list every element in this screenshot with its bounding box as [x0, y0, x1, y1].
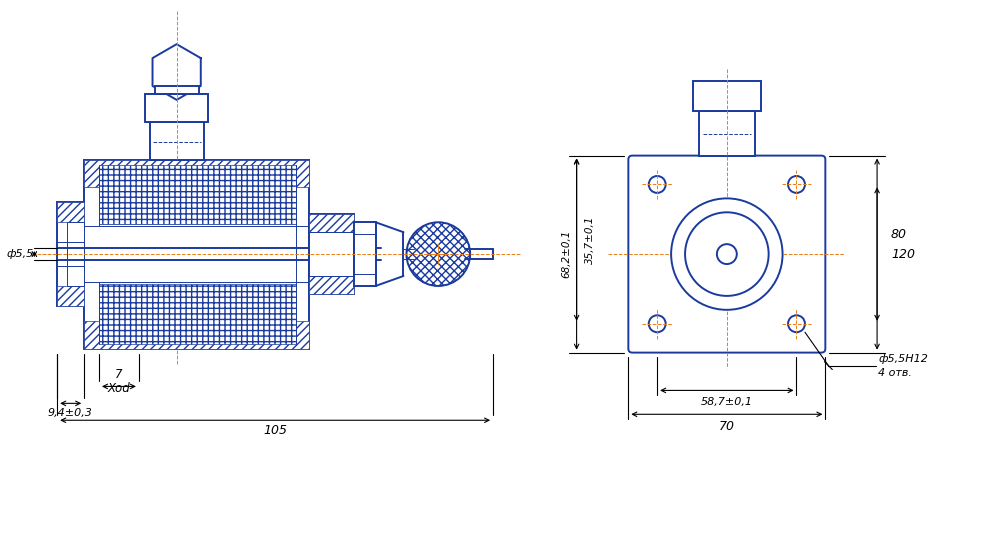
- Bar: [84, 160, 309, 349]
- FancyBboxPatch shape: [628, 155, 825, 352]
- Circle shape: [788, 315, 805, 332]
- Text: 120: 120: [891, 248, 915, 261]
- Text: 70: 70: [719, 420, 735, 433]
- Bar: [99, 284, 296, 344]
- Bar: [57, 203, 84, 222]
- Circle shape: [649, 176, 666, 193]
- Text: ф5,5: ф5,5: [7, 249, 34, 259]
- Bar: [99, 165, 296, 224]
- Bar: [309, 214, 354, 294]
- Circle shape: [649, 315, 666, 332]
- Circle shape: [788, 176, 805, 193]
- Circle shape: [406, 222, 470, 286]
- Text: 80: 80: [891, 228, 907, 240]
- Text: 7: 7: [115, 368, 123, 381]
- Text: 68,2±0,1: 68,2±0,1: [562, 230, 572, 278]
- Bar: [155, 86, 199, 94]
- Bar: [693, 81, 761, 111]
- Circle shape: [671, 198, 783, 310]
- Text: 35,7±0,1: 35,7±0,1: [585, 216, 595, 264]
- Bar: [309, 214, 354, 232]
- Bar: [57, 286, 84, 306]
- Circle shape: [685, 212, 769, 296]
- Text: ф5,5Н12: ф5,5Н12: [878, 354, 928, 363]
- Text: 4 отв.: 4 отв.: [878, 367, 912, 378]
- Bar: [57, 203, 84, 306]
- Bar: [354, 222, 376, 286]
- Bar: [150, 122, 204, 160]
- Text: 58,7±0,1: 58,7±0,1: [701, 397, 753, 407]
- Bar: [145, 94, 208, 122]
- Text: Хоd: Хоd: [108, 382, 130, 395]
- Bar: [699, 111, 755, 155]
- Text: 9,4±0,3: 9,4±0,3: [48, 408, 93, 418]
- Bar: [309, 276, 354, 294]
- Bar: [84, 321, 309, 349]
- Bar: [67, 222, 84, 286]
- Bar: [84, 160, 309, 187]
- Text: 105: 105: [263, 424, 287, 436]
- Circle shape: [717, 244, 737, 264]
